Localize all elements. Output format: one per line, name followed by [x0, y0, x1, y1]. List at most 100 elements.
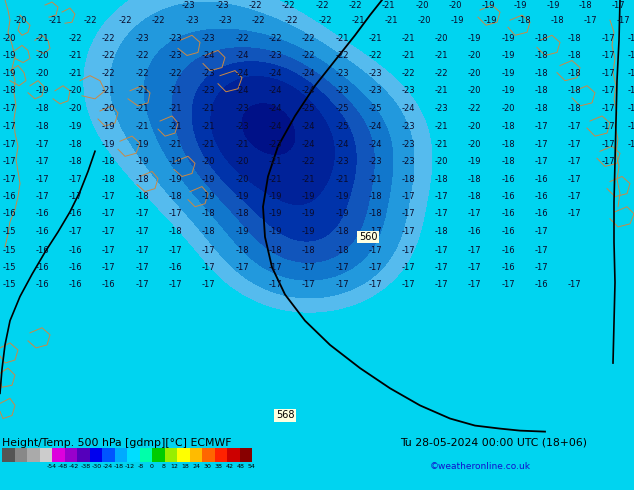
Text: -17: -17: [368, 245, 382, 255]
Text: -23: -23: [235, 122, 249, 130]
Text: -17: -17: [534, 263, 548, 272]
Text: -21: -21: [434, 51, 448, 60]
Text: -19: -19: [235, 227, 249, 237]
Text: -24: -24: [301, 69, 314, 78]
Text: 24: 24: [193, 464, 200, 469]
Text: -19: -19: [467, 157, 481, 166]
Text: -21: -21: [268, 157, 281, 166]
Text: -19: -19: [3, 51, 16, 60]
Text: -17: -17: [467, 280, 481, 289]
Text: -20: -20: [467, 140, 481, 148]
Text: -23: -23: [135, 34, 149, 43]
Text: -23: -23: [215, 0, 229, 9]
Text: -17: -17: [601, 122, 615, 130]
Text: -23: -23: [335, 69, 349, 78]
Text: -17: -17: [627, 34, 634, 43]
Text: -17: -17: [2, 122, 16, 130]
Text: -19: -19: [168, 157, 182, 166]
Text: -17: -17: [101, 245, 115, 255]
Bar: [52, 448, 65, 462]
Text: -24: -24: [268, 69, 281, 78]
Text: 38: 38: [215, 464, 223, 469]
Text: -17: -17: [467, 209, 481, 219]
Text: 48: 48: [237, 464, 245, 469]
Text: -20: -20: [467, 51, 481, 60]
Text: -22: -22: [401, 69, 415, 78]
Text: -16: -16: [68, 280, 82, 289]
Text: -22: -22: [249, 0, 262, 9]
Text: -24: -24: [268, 122, 281, 130]
Text: -16: -16: [68, 263, 82, 272]
Text: -17: -17: [101, 192, 115, 201]
Text: -22: -22: [301, 157, 314, 166]
Text: -24: -24: [268, 86, 281, 95]
Text: -16: -16: [534, 280, 548, 289]
Text: -21: -21: [368, 175, 382, 184]
Text: -21: -21: [434, 140, 448, 148]
Text: -17: -17: [168, 245, 182, 255]
Text: -21: -21: [301, 175, 314, 184]
Text: -20: -20: [434, 157, 448, 166]
Text: -17: -17: [168, 209, 182, 219]
Text: -17: -17: [401, 209, 415, 219]
Text: -17: -17: [101, 263, 115, 272]
Text: -18: -18: [534, 104, 548, 113]
Text: -18: -18: [517, 16, 531, 24]
Text: -18: -18: [567, 34, 581, 43]
Bar: [89, 448, 102, 462]
Text: -21: -21: [401, 34, 415, 43]
Text: -22: -22: [348, 0, 362, 9]
Bar: [240, 448, 252, 462]
Text: -22: -22: [168, 69, 182, 78]
Text: -17: -17: [434, 245, 448, 255]
Text: -17: -17: [627, 86, 634, 95]
Bar: [102, 448, 115, 462]
Text: -19: -19: [135, 140, 149, 148]
Text: -23: -23: [401, 86, 415, 95]
Text: -19: -19: [483, 16, 497, 24]
Text: -22: -22: [318, 16, 332, 24]
Text: 0: 0: [150, 464, 154, 469]
Text: -19: -19: [450, 16, 463, 24]
Text: -20: -20: [467, 69, 481, 78]
Text: -12: -12: [125, 464, 135, 469]
Text: -17: -17: [567, 157, 581, 166]
Text: -22: -22: [135, 69, 149, 78]
Text: -22: -22: [301, 51, 314, 60]
Bar: [15, 448, 27, 462]
Text: -19: -19: [501, 86, 515, 95]
Text: -17: -17: [534, 227, 548, 237]
Bar: [127, 448, 139, 462]
Text: -20: -20: [448, 0, 462, 9]
Text: -24: -24: [268, 104, 281, 113]
Text: -16: -16: [501, 227, 515, 237]
Text: -18: -18: [368, 209, 382, 219]
Text: Tu 28-05-2024 00:00 UTC (18+06): Tu 28-05-2024 00:00 UTC (18+06): [400, 438, 587, 448]
Text: -17: -17: [335, 280, 349, 289]
Text: -17: -17: [567, 122, 581, 130]
Text: 30: 30: [204, 464, 212, 469]
Text: -17: -17: [434, 263, 448, 272]
Text: -17: -17: [2, 104, 16, 113]
Text: -17: -17: [627, 122, 634, 130]
Text: -17: -17: [368, 227, 382, 237]
Text: -24: -24: [301, 122, 314, 130]
Text: -17: -17: [601, 86, 615, 95]
Text: -15: -15: [3, 263, 16, 272]
Text: -23: -23: [401, 157, 415, 166]
Text: -17: -17: [135, 209, 149, 219]
Text: -19: -19: [481, 0, 495, 9]
Text: -18: -18: [2, 86, 16, 95]
Text: -19: -19: [301, 209, 314, 219]
Text: -15: -15: [3, 227, 16, 237]
Text: -19: -19: [501, 34, 515, 43]
Text: -18: -18: [113, 464, 124, 469]
Text: -18: -18: [434, 175, 448, 184]
Text: -17: -17: [235, 263, 249, 272]
Bar: [177, 448, 190, 462]
Text: -17: -17: [627, 104, 634, 113]
Text: -19: -19: [467, 34, 481, 43]
Text: -17: -17: [135, 280, 149, 289]
Text: ©weatheronline.co.uk: ©weatheronline.co.uk: [430, 462, 531, 471]
Text: -21: -21: [335, 175, 349, 184]
